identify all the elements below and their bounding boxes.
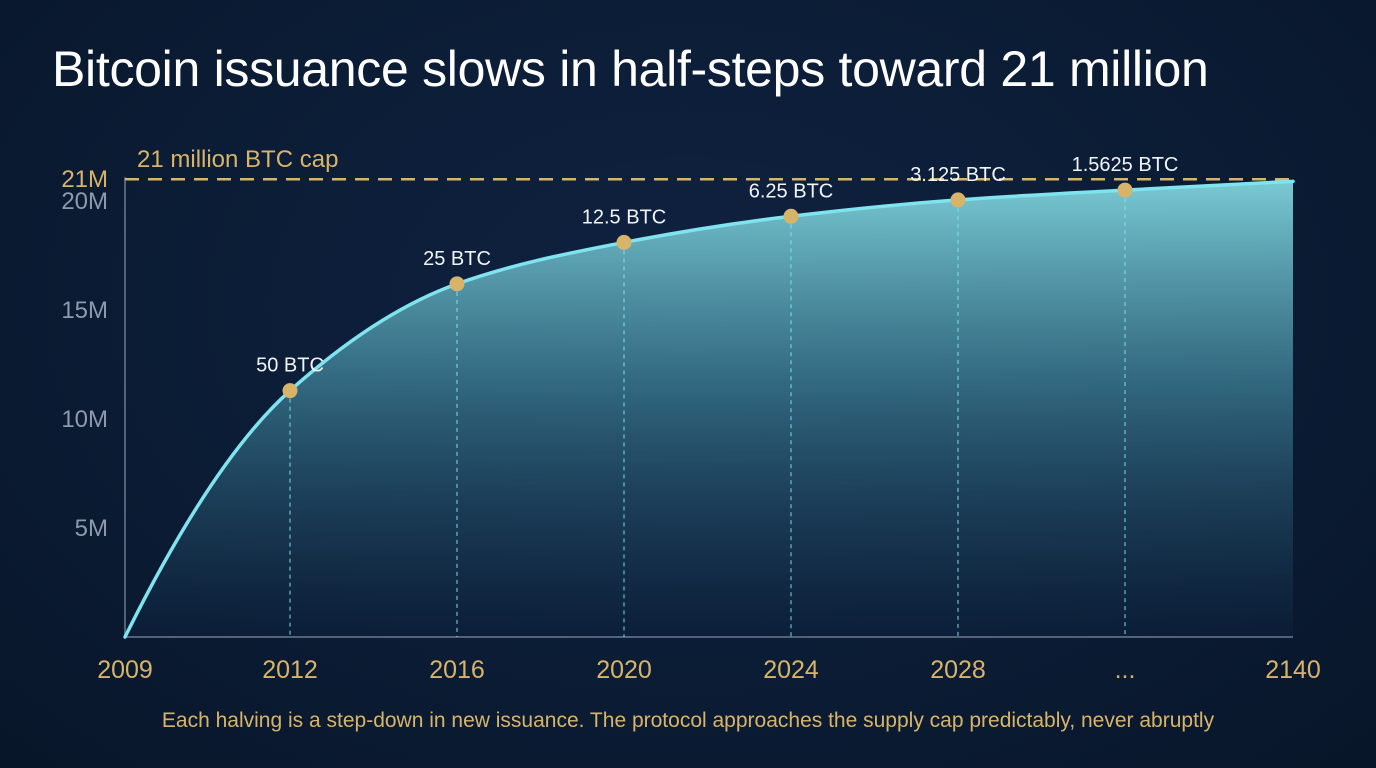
- x-tick-label: 2028: [930, 656, 986, 684]
- halving-marker: [449, 276, 465, 292]
- halving-marker: [616, 234, 632, 250]
- block-reward-label: 50 BTC: [256, 355, 324, 377]
- halving-marker: [1117, 182, 1133, 198]
- supply-cap-label: 21 million BTC cap: [137, 146, 338, 173]
- y-tick-label: 21M: [61, 166, 108, 193]
- y-tick-label: 5M: [75, 515, 108, 542]
- halving-marker: [950, 192, 966, 208]
- x-tick-label: 2012: [262, 656, 318, 684]
- halving-marker: [783, 208, 799, 224]
- block-reward-label: 3.125 BTC: [910, 164, 1006, 186]
- y-tick-label: 10M: [61, 406, 108, 433]
- block-reward-label: 6.25 BTC: [749, 180, 833, 202]
- x-tick-label: 2020: [596, 656, 652, 684]
- supply-area-fill: [125, 181, 1293, 637]
- block-reward-label: 12.5 BTC: [582, 206, 666, 228]
- chart-title: Bitcoin issuance slows in half-steps tow…: [52, 41, 1209, 97]
- supply-chart: 21 million BTC cap 50 BTC 25 BTC 12.5 BTC 6.…: [61, 146, 1321, 684]
- y-tick-label: 20M: [61, 188, 108, 215]
- x-tick-label: 2024: [763, 656, 819, 684]
- halving-marker: [282, 383, 298, 399]
- x-tick-label: 2009: [97, 656, 153, 684]
- x-tick-label: 2140: [1265, 656, 1321, 684]
- chart-caption: Each halving is a step-down in new issua…: [161, 709, 1215, 732]
- x-tick-label: 2016: [429, 656, 485, 684]
- x-tick-label: ...: [1115, 656, 1136, 684]
- block-reward-label: 25 BTC: [423, 248, 491, 270]
- block-reward-label: 1.5625 BTC: [1072, 154, 1179, 176]
- y-tick-label: 15M: [61, 297, 108, 324]
